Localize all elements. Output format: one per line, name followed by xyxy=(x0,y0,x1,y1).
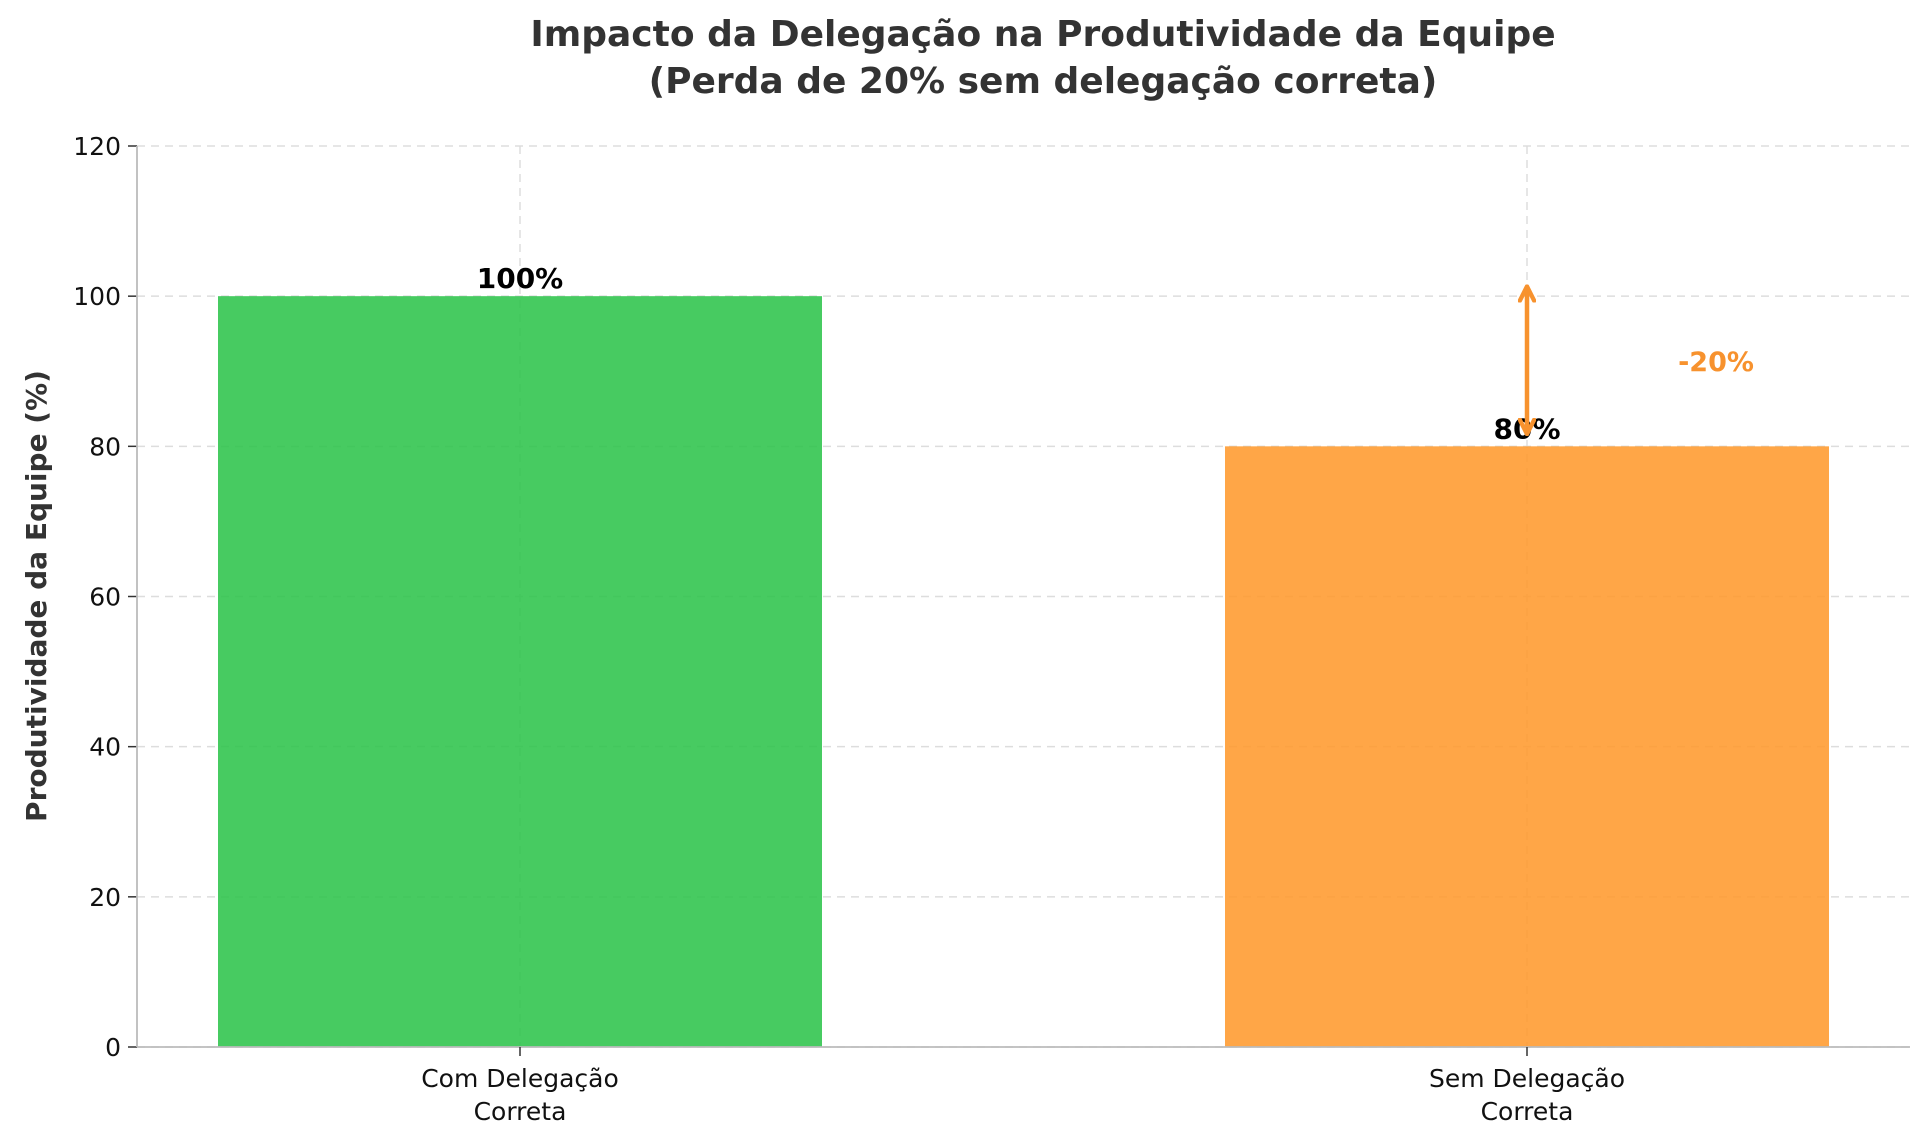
x-tick-label: Com Delegação xyxy=(421,1064,619,1093)
y-tick-label: 20 xyxy=(89,883,121,912)
x-tick-label: Correta xyxy=(474,1097,567,1126)
x-tick-label: Sem Delegação xyxy=(1429,1064,1625,1093)
x-tick-label: Correta xyxy=(1481,1097,1574,1126)
difference-label: -20% xyxy=(1678,347,1754,378)
bar-0 xyxy=(218,296,822,1048)
y-tick-label: 120 xyxy=(73,132,121,161)
y-axis-label: Produtividade da Equipe (%) xyxy=(20,370,53,822)
y-tick-label: 80 xyxy=(89,432,121,461)
chart-subtitle: (Perda de 20% sem delegação correta) xyxy=(649,61,1438,102)
bar-1 xyxy=(1225,446,1829,1047)
bars xyxy=(218,296,1829,1048)
annotation: -20% xyxy=(1527,288,1754,432)
y-tick-label: 100 xyxy=(73,282,121,311)
y-tick-label: 60 xyxy=(89,583,121,612)
y-tick-label: 0 xyxy=(105,1033,121,1062)
bar-value-label: 100% xyxy=(477,262,564,295)
y-tick-label: 40 xyxy=(89,733,121,762)
chart-title: Impacto da Delegação na Produtividade da… xyxy=(530,14,1555,55)
axes: 0 20 40 60 80 100 120 Com Delegação Correta Sem D… xyxy=(73,132,1910,1126)
